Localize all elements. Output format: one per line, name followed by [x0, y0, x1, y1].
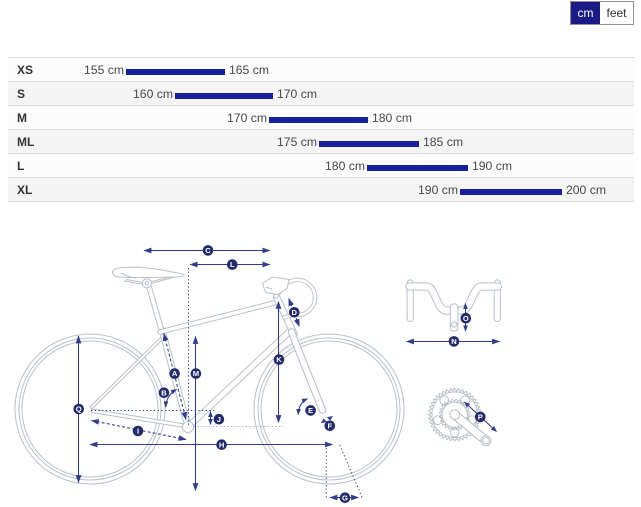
svg-text:Q: Q	[76, 405, 82, 414]
svg-text:B: B	[161, 388, 167, 397]
svg-text:N: N	[451, 337, 456, 346]
svg-text:G: G	[342, 493, 348, 502]
svg-text:J: J	[217, 415, 221, 424]
svg-text:E: E	[308, 406, 313, 415]
svg-text:A: A	[172, 369, 178, 378]
svg-text:K: K	[276, 355, 282, 364]
svg-text:P: P	[478, 413, 483, 422]
svg-text:C: C	[205, 246, 211, 255]
svg-text:L: L	[230, 260, 235, 269]
svg-text:M: M	[193, 369, 199, 378]
svg-text:F: F	[327, 421, 332, 430]
svg-text:I: I	[137, 427, 139, 436]
svg-text:H: H	[219, 440, 224, 449]
svg-text:D: D	[292, 308, 298, 317]
svg-text:O: O	[463, 314, 469, 323]
